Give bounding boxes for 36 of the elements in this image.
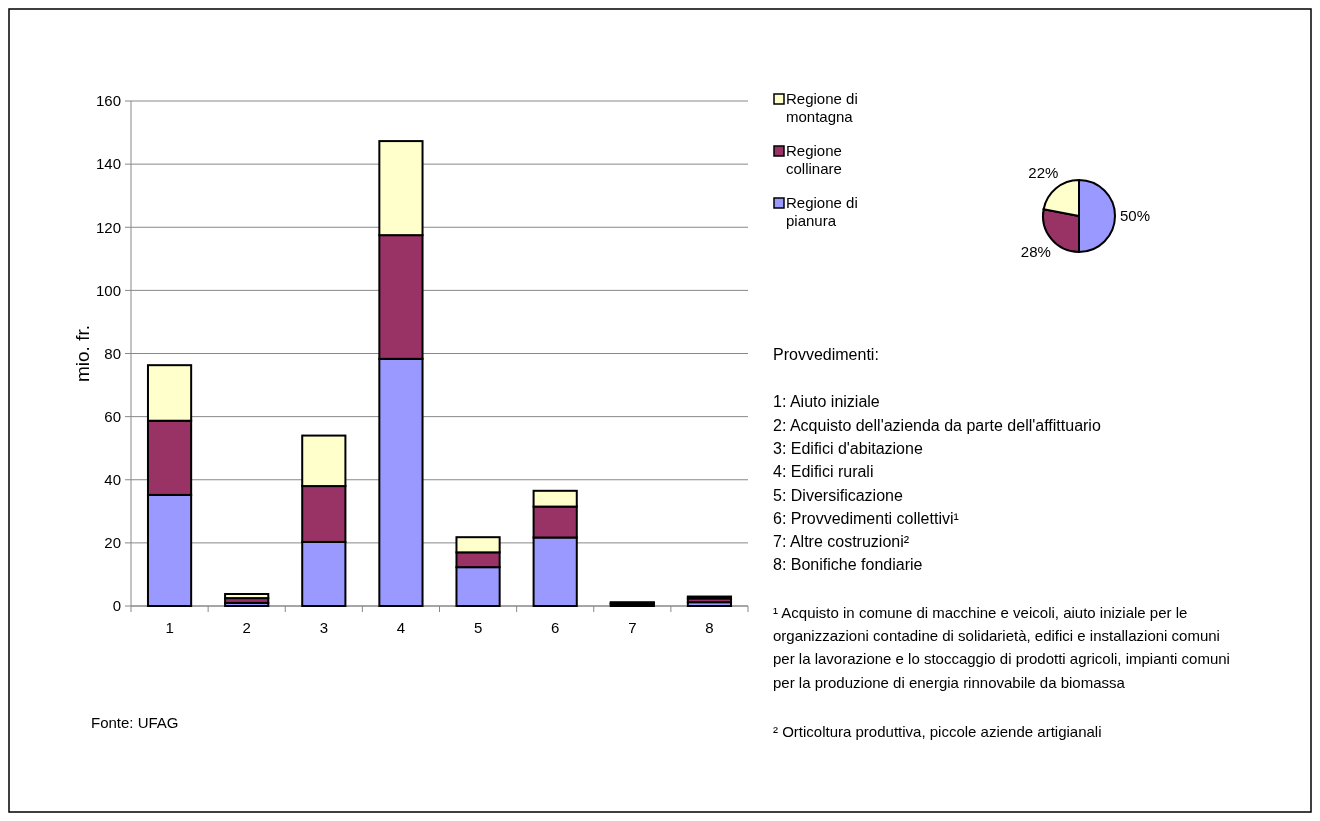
- y-tick-label: 40: [104, 471, 121, 488]
- text: ² Orticoltura produttiva, piccole aziende artigianali: [773, 722, 1102, 740]
- data-label: 28%: [1020, 242, 1051, 260]
- y-tick-label: 0: [112, 597, 121, 615]
- x-tick-label: 3: [319, 619, 328, 636]
- x-tick-label: 4: [396, 619, 406, 636]
- x-tick-label: 5: [473, 619, 483, 636]
- x-tick-label: 2: [242, 619, 251, 636]
- x-tick-label: 8: [705, 619, 714, 636]
- y-tick-label: 20: [104, 534, 121, 552]
- text: 4: Edifici rurali: [773, 463, 874, 481]
- text: 8: Bonifiche fondiarie: [773, 556, 923, 574]
- data-label: 50%: [1119, 207, 1151, 225]
- x-tick-label: 1: [165, 619, 174, 636]
- text: 7: Altre costruzioni²: [773, 533, 910, 551]
- y-tick-label: 140: [95, 155, 121, 173]
- x-tick-label: 6: [551, 619, 560, 636]
- y-tick-label: 100: [95, 281, 121, 299]
- text: 3: Edifici d'abitazione: [773, 439, 923, 457]
- legend-label: Regione collinare: [786, 142, 842, 177]
- text: 2: Acquisto dell'azienda da parte dell'affittuario: [773, 416, 1101, 434]
- x-tick-label: 7: [628, 619, 637, 636]
- y-tick-label: 60: [104, 407, 121, 425]
- text: 6: Provvedimenti collettivi¹: [773, 509, 959, 527]
- source-note: Fonte: UFAG: [91, 714, 179, 731]
- text: 5: Diversificazione: [773, 486, 903, 504]
- legend-label: Regione di montagna: [786, 90, 858, 125]
- y-tick-label: 80: [104, 344, 121, 362]
- y-tick-label: 120: [95, 218, 121, 236]
- y-tick-label: 160: [95, 92, 121, 110]
- data-label: 22%: [1028, 164, 1059, 182]
- y-axis-title: mio. fr.: [72, 324, 93, 383]
- text: 1: Aiuto iniziale: [773, 393, 880, 411]
- text: ¹ Acquisto in comune di macchine e veicoli, aiuto iniziale per le organizzazioni contadine di solidarietà, edifici e installazioni comuni per la lavorazione e lo stoccaggio di prodotti agricoli, impianti comuni per la produzione di energia rinnovabile da biomassa: [773, 603, 1230, 691]
- legend-label: Regione di pianura: [786, 194, 858, 229]
- text: Provvedimenti:: [773, 346, 879, 363]
